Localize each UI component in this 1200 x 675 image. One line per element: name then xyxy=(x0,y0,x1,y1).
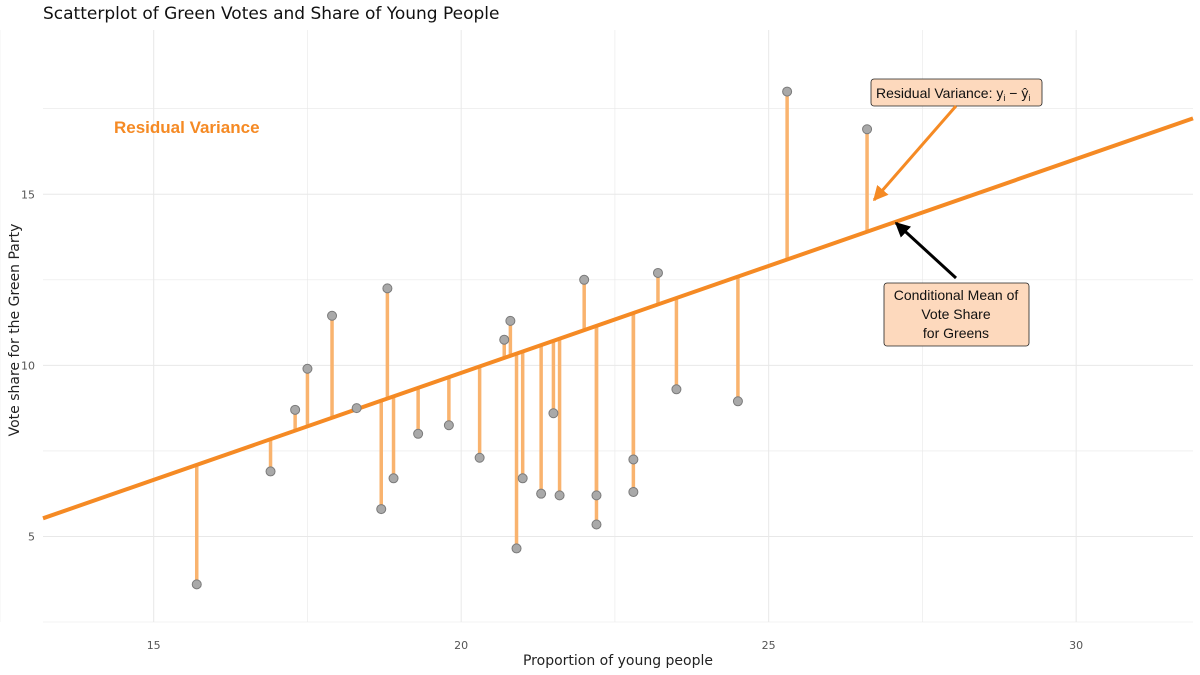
conditional-mean-box xyxy=(883,282,1030,347)
y-tick-label: 15 xyxy=(21,188,35,201)
tick-labels: 15 20 25 30 5 10 15 xyxy=(21,188,1083,652)
data-point xyxy=(862,124,873,135)
residual-segments xyxy=(194,91,869,585)
data-point xyxy=(782,86,793,97)
conditional-mean-arrow xyxy=(894,221,958,280)
data-point xyxy=(548,408,559,419)
regression-line xyxy=(42,116,1194,521)
data-point xyxy=(652,267,663,278)
data-point xyxy=(505,315,516,326)
data-point xyxy=(382,283,393,294)
x-tick-label: 30 xyxy=(1069,639,1083,652)
data-point xyxy=(290,404,301,415)
data-point xyxy=(511,543,522,554)
x-tick-label: 15 xyxy=(147,639,161,652)
x-tick-label: 25 xyxy=(762,639,776,652)
data-point xyxy=(191,579,202,590)
data-point xyxy=(474,452,485,463)
residual-formula-box xyxy=(870,78,1043,107)
residual-formula-text: Residual Variance: yi − ŷi xyxy=(876,85,1030,103)
residual-formula-label: Residual Variance: yi − ŷi xyxy=(870,78,1043,107)
residual-variance-title: Residual Variance xyxy=(114,118,260,137)
data-point xyxy=(591,519,602,530)
data-point xyxy=(591,490,602,501)
regression-line-group xyxy=(42,116,1194,521)
y-axis-title: Vote share for the Green Party xyxy=(7,224,23,437)
grid xyxy=(0,30,1193,623)
data-point xyxy=(388,473,399,484)
x-axis-title: Proportion of young people xyxy=(523,653,713,669)
data-point xyxy=(579,274,590,285)
data-point xyxy=(732,396,743,407)
data-point xyxy=(536,488,547,499)
data-point xyxy=(443,420,454,431)
data-point xyxy=(671,384,682,395)
data-point xyxy=(628,454,639,465)
data-point xyxy=(499,334,510,345)
conditional-mean-line-1: Conditional Mean of xyxy=(894,287,1019,303)
y-tick-label: 10 xyxy=(21,359,35,372)
residual-arrow xyxy=(872,105,958,202)
x-tick-label: 20 xyxy=(454,639,468,652)
data-point xyxy=(554,490,565,501)
data-point xyxy=(376,504,387,515)
chart-title: Scatterplot of Green Votes and Share of … xyxy=(43,4,500,24)
data-point xyxy=(351,403,362,414)
data-point xyxy=(327,310,338,321)
data-points xyxy=(191,86,873,590)
data-point xyxy=(265,466,276,477)
y-tick-label: 5 xyxy=(28,530,35,543)
conditional-mean-line-2: Vote Share xyxy=(921,306,990,322)
data-point xyxy=(413,428,424,439)
data-point xyxy=(628,486,639,497)
data-point xyxy=(517,473,528,484)
data-point xyxy=(302,363,313,374)
conditional-mean-line-3: for Greens xyxy=(923,325,989,341)
conditional-mean-label: Conditional Mean of Vote Share for Green… xyxy=(883,282,1030,347)
